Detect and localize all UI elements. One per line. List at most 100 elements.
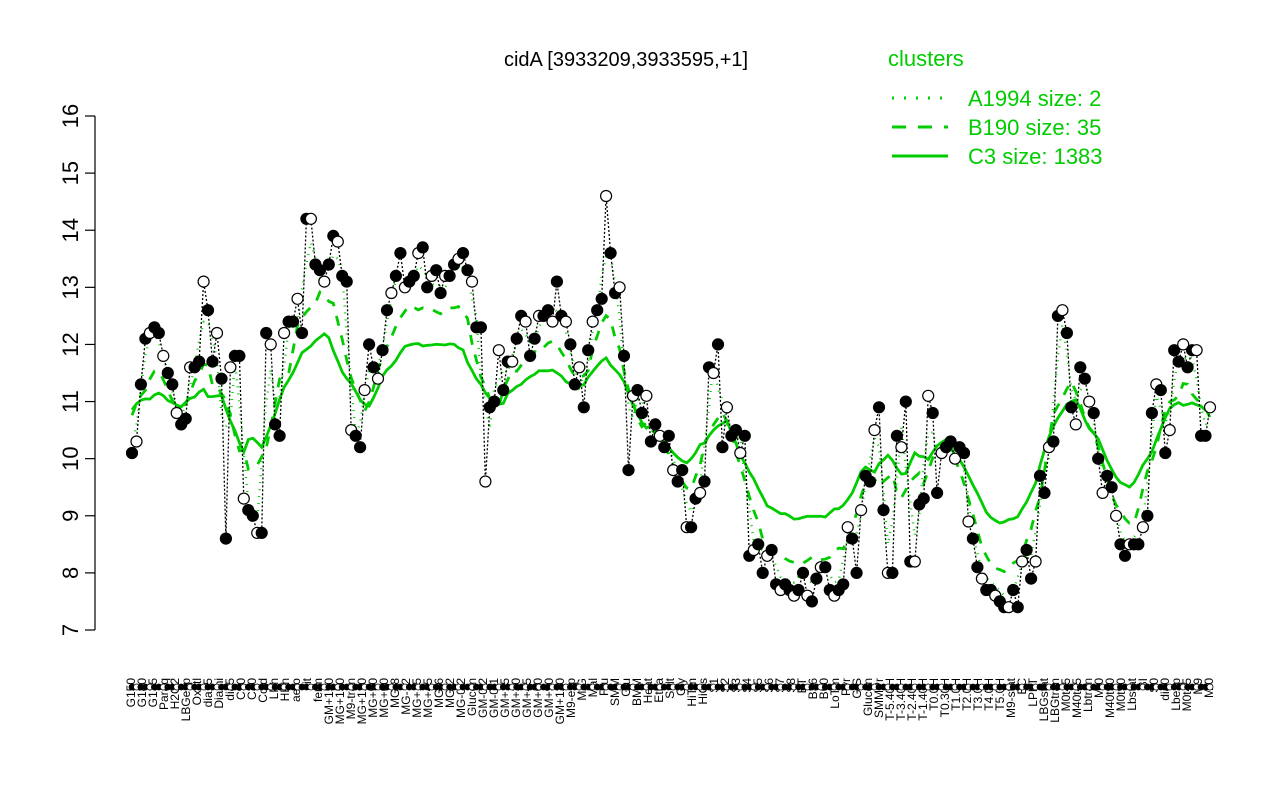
data-point — [693, 486, 707, 499]
data-point — [846, 532, 859, 545]
series-line — [131, 195, 1211, 608]
data-point — [872, 401, 886, 414]
data-point — [264, 338, 277, 351]
data-point — [649, 418, 662, 431]
data-point — [474, 321, 487, 334]
data-point — [1083, 395, 1096, 408]
data-point — [461, 264, 474, 277]
data-point — [157, 349, 170, 362]
data-point — [1141, 509, 1154, 522]
data-point — [443, 269, 456, 282]
data-point — [219, 532, 232, 545]
data-point — [591, 304, 604, 317]
data-point — [604, 247, 617, 260]
data-point — [819, 561, 832, 574]
data-point — [1154, 384, 1167, 397]
data-point — [640, 389, 653, 402]
data-points — [125, 189, 1217, 614]
cluster-lines — [130, 242, 1212, 597]
data-point — [1065, 401, 1078, 414]
data-point — [908, 555, 921, 568]
data-point — [586, 315, 599, 328]
data-point — [1163, 424, 1176, 437]
data-point — [130, 435, 143, 448]
data-point — [358, 384, 371, 397]
data-point — [385, 286, 398, 300]
data-point — [304, 212, 317, 225]
y-tick-label: 11 — [58, 390, 83, 413]
data-point — [644, 435, 658, 448]
y-tick-label: 12 — [58, 332, 83, 356]
legend-label: A1994 size: 2 — [968, 86, 1101, 111]
data-point — [756, 566, 769, 580]
data-point — [295, 326, 309, 340]
data-point — [613, 281, 626, 294]
plot-area — [95, 90, 1215, 638]
data-point — [622, 464, 635, 477]
data-point — [841, 521, 854, 534]
data-point — [394, 247, 407, 260]
data-point — [738, 429, 751, 442]
data-point — [291, 292, 304, 305]
data-point — [957, 446, 971, 460]
data-point — [1168, 344, 1181, 357]
data-point — [1199, 429, 1212, 442]
data-point — [456, 247, 470, 260]
data-point — [658, 441, 671, 454]
data-point — [711, 338, 725, 351]
data-point — [577, 401, 590, 414]
data-point — [877, 504, 890, 517]
y-tick-label: 13 — [58, 275, 83, 299]
data-point — [371, 372, 385, 385]
chart-title: cidA [3933209,3933595,+1] — [504, 49, 748, 71]
data-point — [1190, 344, 1203, 357]
data-point — [354, 441, 367, 454]
y-tick-label: 15 — [58, 161, 83, 185]
data-point — [662, 429, 675, 442]
data-point — [1074, 361, 1087, 374]
data-point — [1109, 509, 1123, 522]
data-point — [278, 326, 291, 340]
data-point — [1100, 469, 1114, 482]
data-point — [1132, 538, 1145, 551]
data-point — [1136, 521, 1150, 534]
data-point — [1024, 572, 1038, 585]
data-point — [564, 338, 577, 351]
data-point — [322, 258, 335, 271]
legend-label: B190 size: 35 — [968, 115, 1101, 140]
data-point — [922, 389, 935, 402]
data-point — [273, 429, 286, 442]
data-point — [559, 315, 573, 328]
data-point — [716, 441, 729, 454]
data-point — [166, 378, 179, 391]
data-point — [671, 475, 684, 488]
data-point — [635, 406, 649, 420]
data-point — [1087, 406, 1100, 420]
data-point — [465, 275, 479, 288]
data-point — [206, 355, 219, 368]
data-point — [421, 281, 434, 294]
data-point — [966, 532, 980, 545]
data-point — [684, 521, 698, 534]
data-point — [1096, 486, 1109, 499]
data-point — [363, 338, 376, 351]
data-point — [416, 241, 429, 254]
data-point — [752, 538, 765, 551]
data-point — [863, 475, 877, 488]
data-point — [313, 264, 326, 277]
data-point — [1047, 435, 1060, 448]
data-point — [930, 486, 944, 499]
data-point — [792, 583, 805, 597]
data-point — [599, 189, 613, 203]
data-point — [1078, 372, 1091, 385]
data-point — [125, 446, 139, 460]
data-point — [676, 464, 689, 477]
data-point — [1092, 452, 1105, 465]
data-point — [944, 435, 957, 448]
data-point — [380, 304, 394, 317]
data-point — [260, 326, 273, 340]
data-point — [899, 395, 912, 408]
data-point — [161, 366, 174, 380]
y-tick-label: 7 — [58, 624, 83, 636]
data-point — [497, 384, 510, 397]
